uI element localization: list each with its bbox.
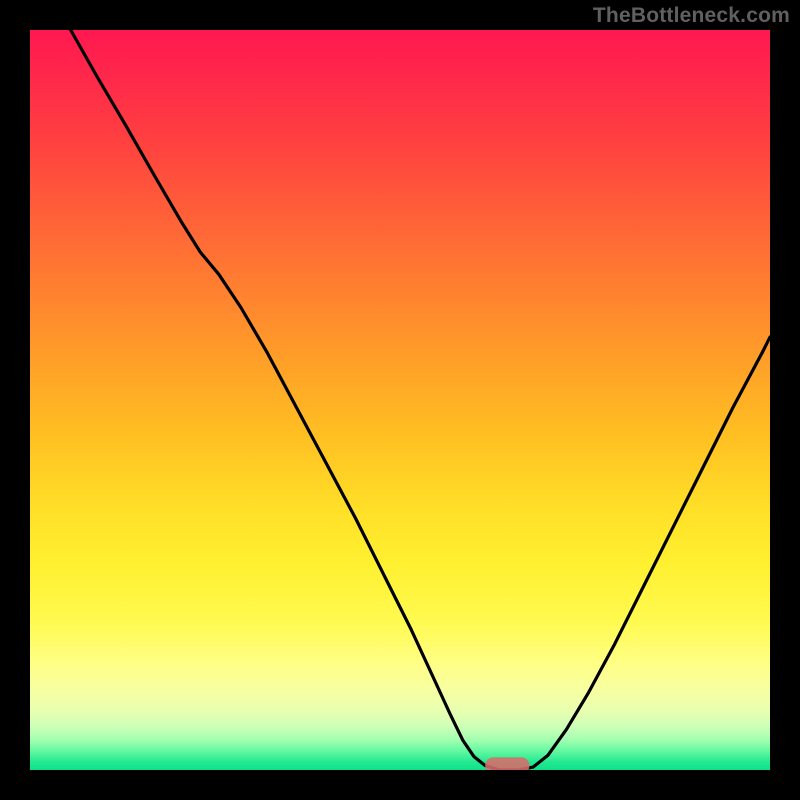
chart-frame: TheBottleneck.com xyxy=(0,0,800,800)
watermark-text: TheBottleneck.com xyxy=(593,4,790,28)
bottleneck-curve-chart xyxy=(30,30,770,770)
optimal-point-marker xyxy=(485,757,529,770)
plot-background xyxy=(30,30,770,770)
